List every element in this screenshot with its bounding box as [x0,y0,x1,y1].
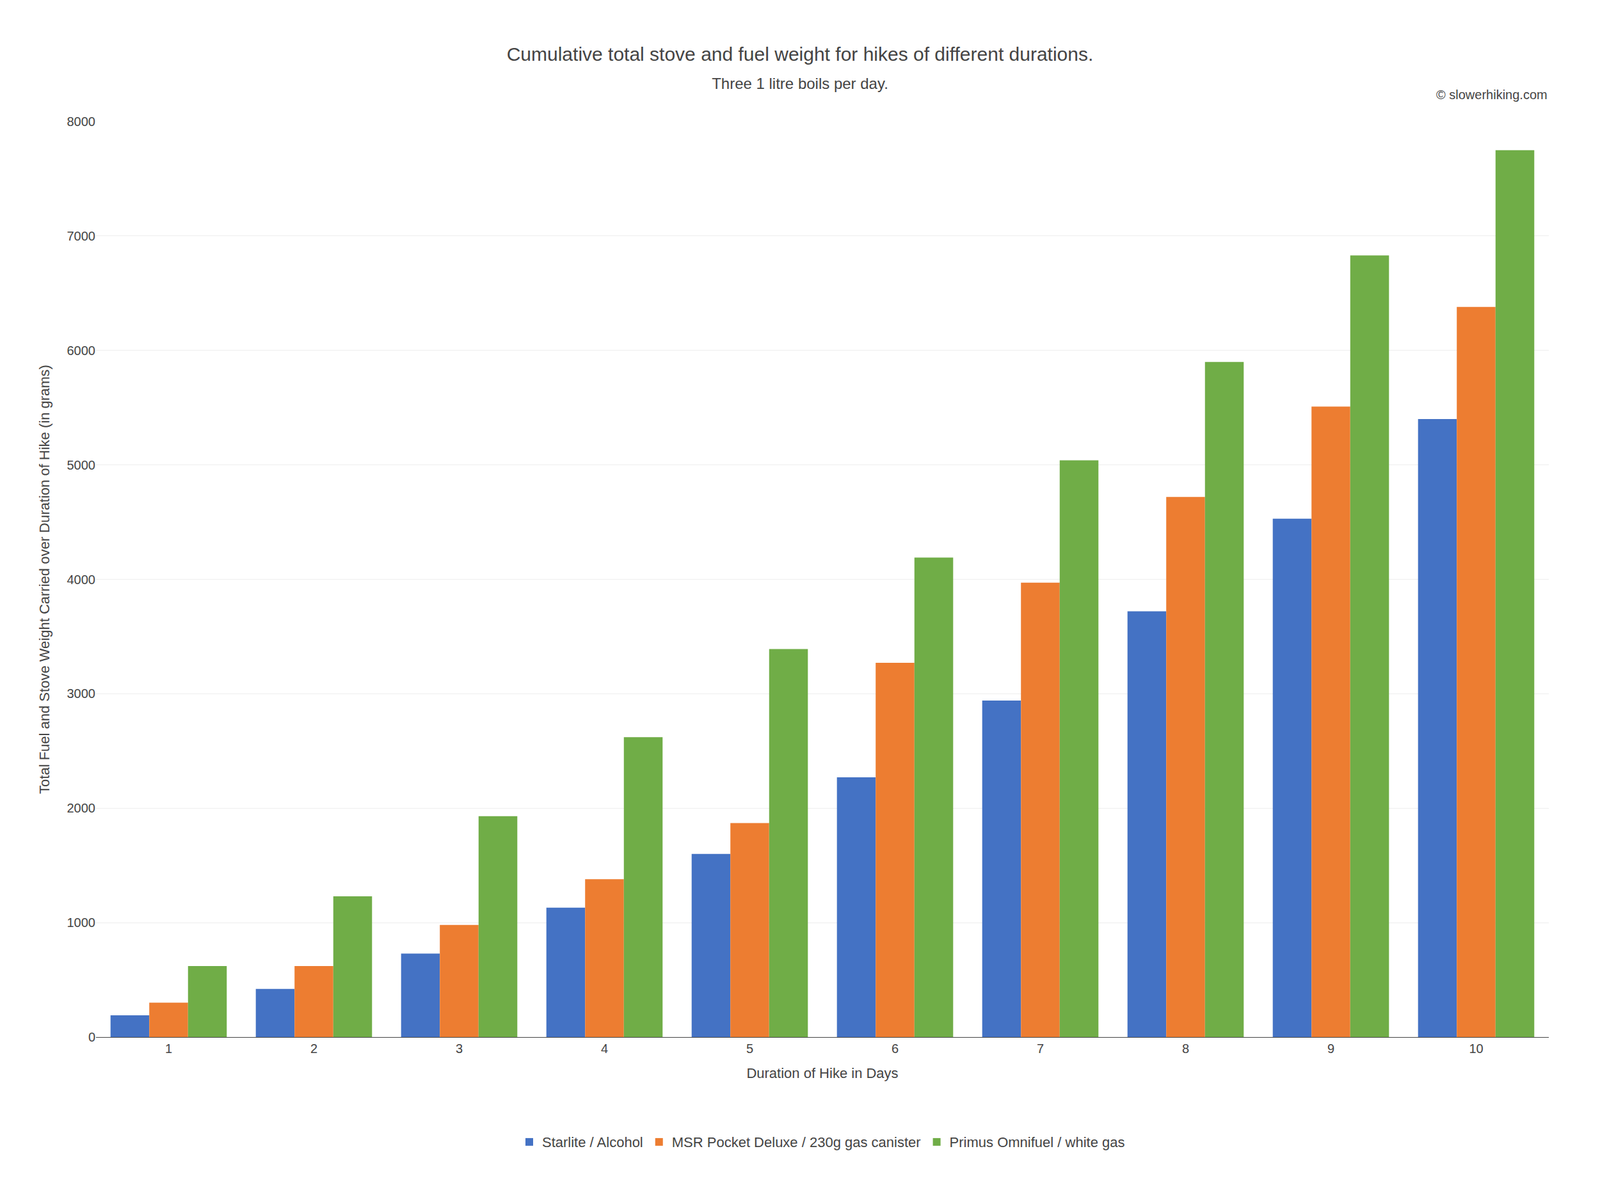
svg-text:3000: 3000 [67,686,96,701]
svg-text:2: 2 [310,1041,318,1056]
svg-text:0: 0 [88,1030,96,1045]
svg-text:7000: 7000 [67,229,96,244]
svg-text:8000: 8000 [67,114,96,129]
svg-text:5000: 5000 [67,458,96,473]
svg-text:Cumulative total stove and fue: Cumulative total stove and fuel weight f… [506,43,1094,65]
svg-text:MSR Pocket Deluxe / 230g gas c: MSR Pocket Deluxe / 230g gas canister [672,1134,921,1151]
svg-text:© slowerhiking.com: © slowerhiking.com [1436,87,1548,102]
svg-text:6: 6 [891,1041,899,1056]
svg-text:1: 1 [165,1041,173,1056]
svg-text:8: 8 [1182,1041,1190,1056]
svg-text:Total Fuel and Stove Weight Ca: Total Fuel and Stove Weight Carried over… [36,364,53,795]
svg-text:Three 1 litre boils per day.: Three 1 litre boils per day. [711,74,889,93]
svg-text:10: 10 [1468,1041,1483,1056]
svg-text:3: 3 [455,1041,463,1056]
svg-text:4000: 4000 [67,572,96,587]
svg-text:6000: 6000 [67,343,96,358]
svg-text:Starlite / Alcohol: Starlite / Alcohol [542,1134,644,1151]
svg-text:9: 9 [1327,1041,1335,1056]
svg-text:5: 5 [746,1041,754,1056]
svg-text:7: 7 [1036,1041,1044,1056]
svg-text:Primus Omnifuel / white gas: Primus Omnifuel / white gas [949,1134,1126,1151]
svg-text:4: 4 [600,1041,608,1056]
svg-text:Duration of Hike in Days: Duration of Hike in Days [746,1065,898,1082]
svg-text:2000: 2000 [67,801,96,816]
svg-text:1000: 1000 [67,915,96,930]
